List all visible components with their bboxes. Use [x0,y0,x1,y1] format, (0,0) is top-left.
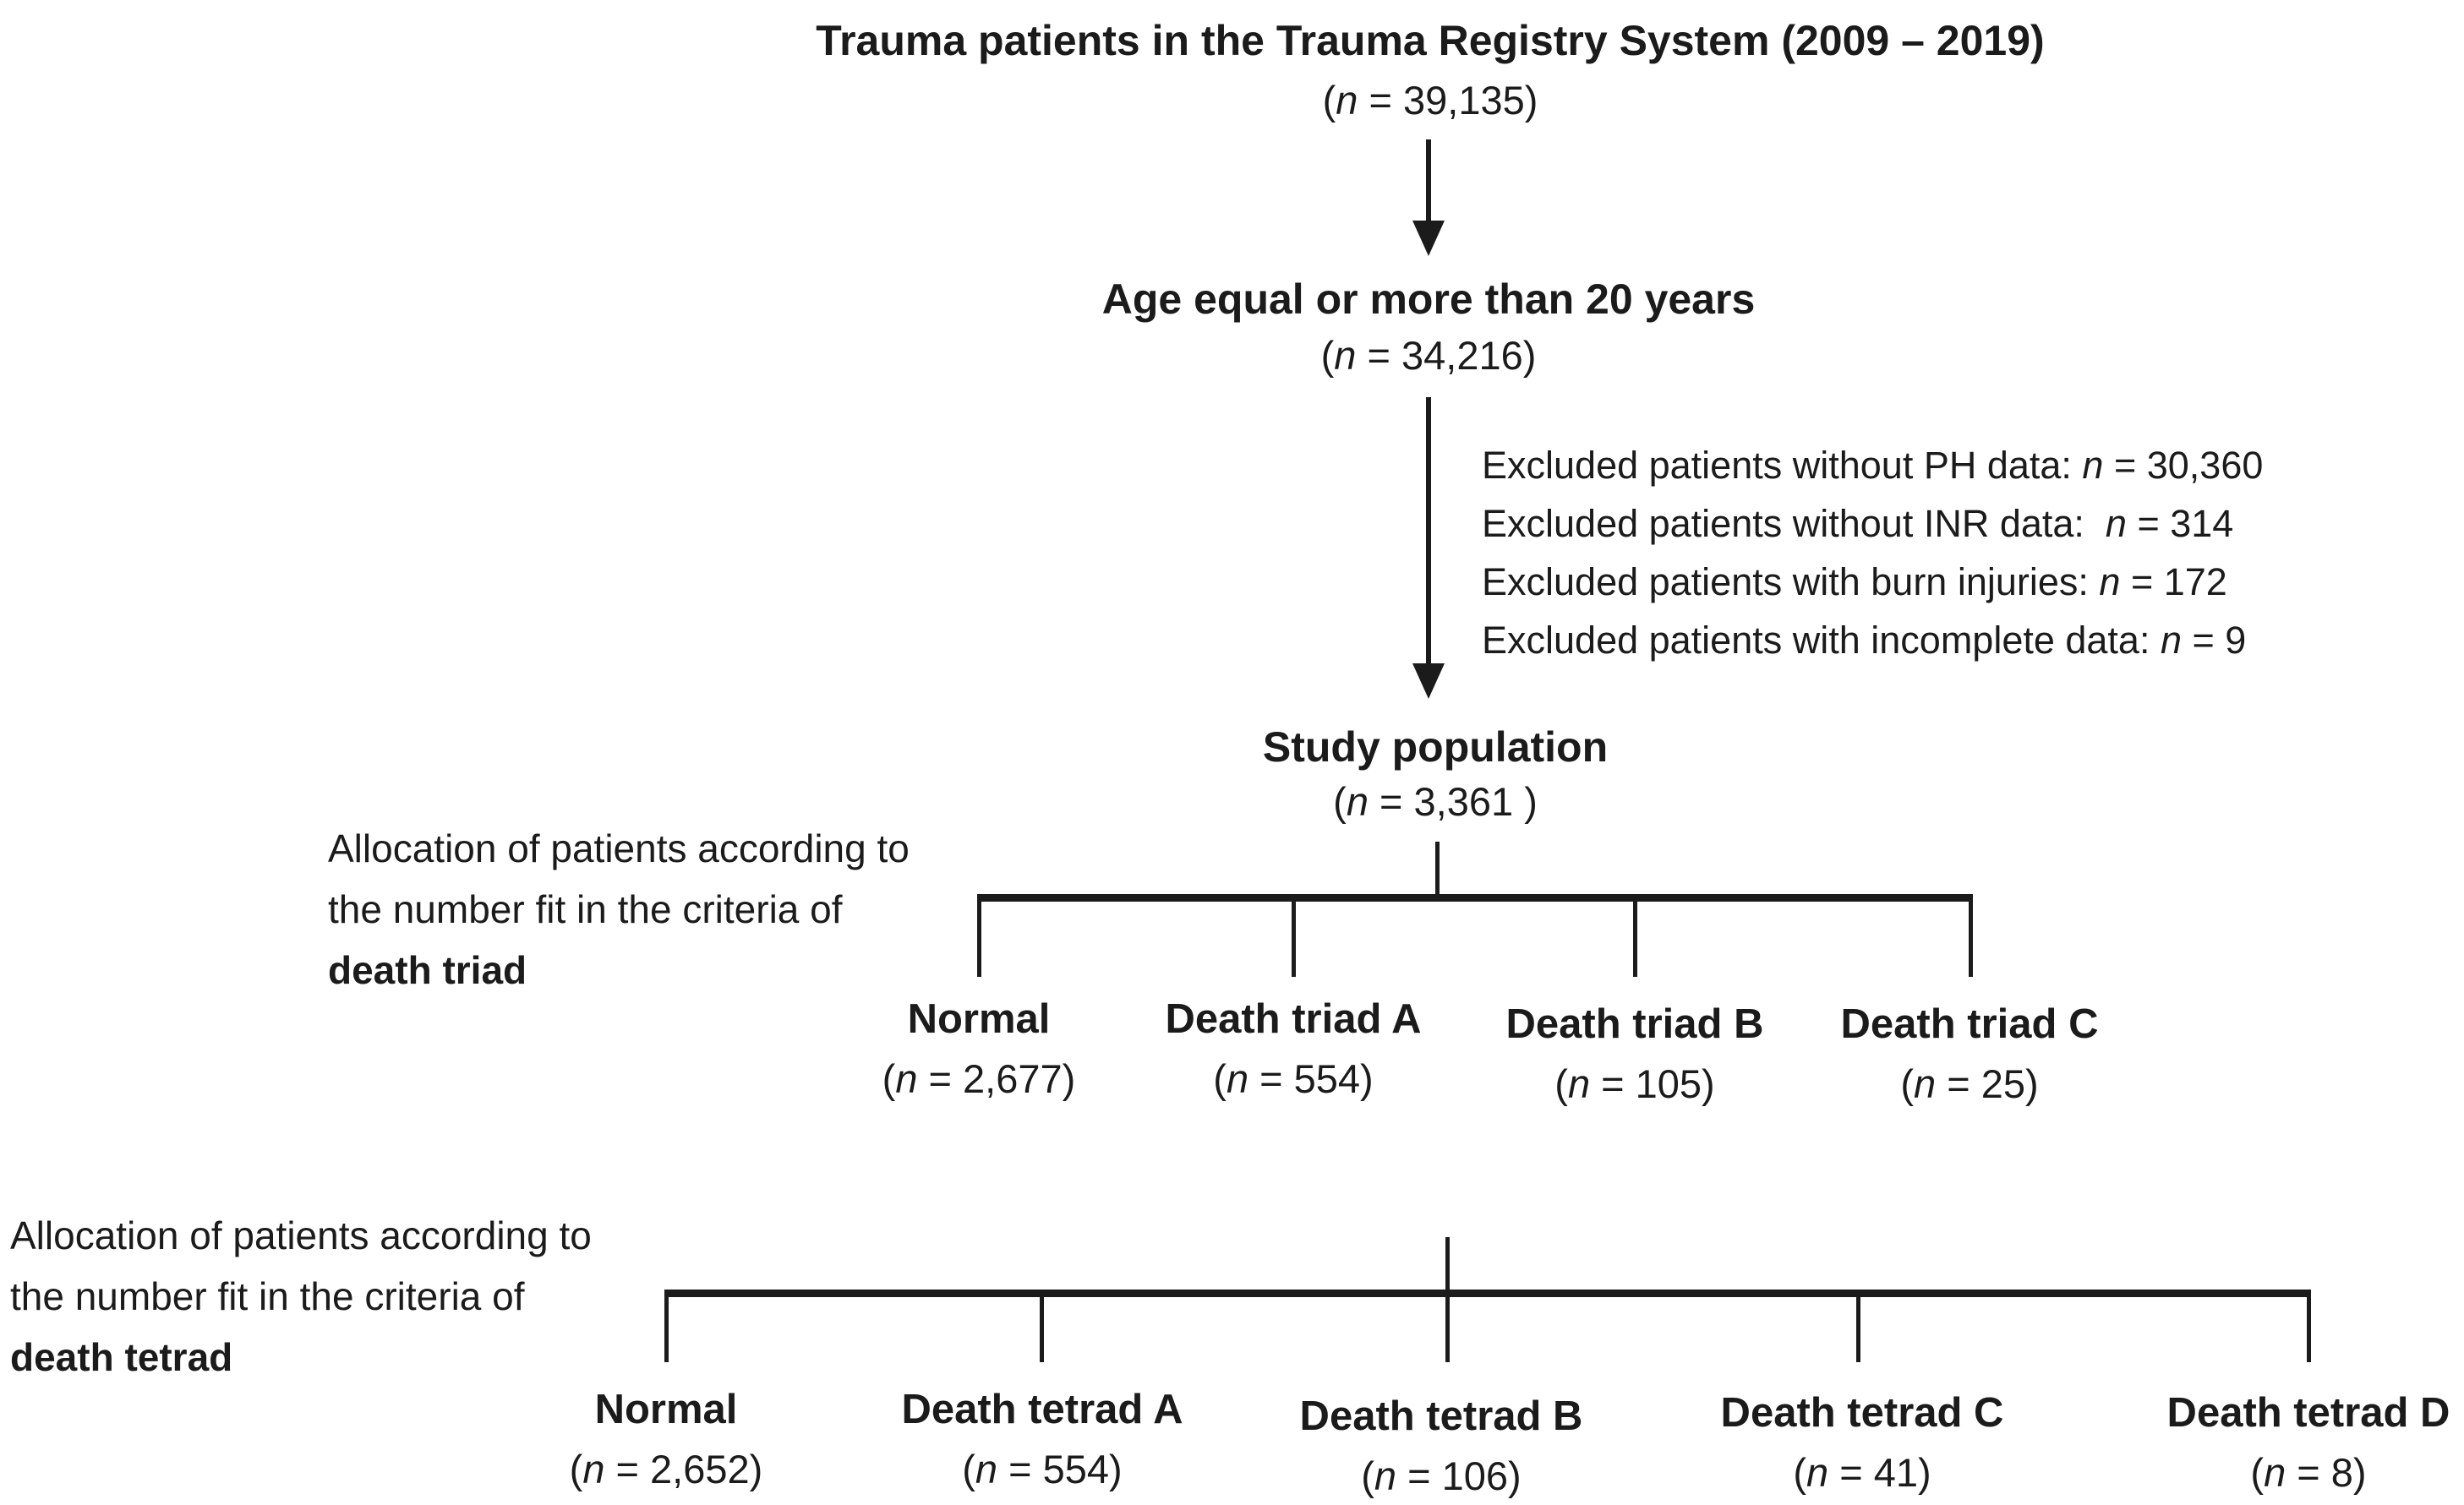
tetrad-branch-d: Death tetrad D (n = 8) [2166,1390,2450,1496]
triad-branch-a-count: (n = 554) [1213,1055,1374,1101]
tetrad-branch-normal-label: Normal [594,1387,738,1432]
triad-annotation: Allocation of patients according to the … [328,818,910,1001]
triad-annotation-line2: the number fit in the criteria of [328,887,843,931]
tetrad-branch-c-count: (n = 41) [1793,1449,1931,1495]
exclusion-item-incomplete: Excluded patients with incomplete data: … [1482,619,2247,662]
tetrad-branch-b: Death tetrad B (n = 106) [1299,1393,1583,1499]
study-node-count: (n = 3,361 ) [1333,779,1538,824]
study-node-title: Study population [1262,723,1609,771]
tetrad-drop-1 [664,1290,669,1362]
triad-drop-1 [977,894,981,977]
triad-bracket-bar [977,894,1973,902]
triad-annotation-line1: Allocation of patients according to [328,826,910,870]
registry-node-title: Trauma patients in the Trauma Registry S… [816,17,2045,64]
exclusion-item-inr: Excluded patients without INR data: n = … [1482,502,2234,545]
tetrad-drop-3 [1445,1290,1450,1362]
exclusion-list: Excluded patients without PH data: n = 3… [1482,436,2263,669]
tetrad-branch-c: Death tetrad C (n = 41) [1720,1390,2004,1496]
tetrad-annotation-line2: the number fit in the criteria of [10,1274,525,1318]
tetrad-annotation: Allocation of patients according to the … [10,1205,592,1388]
triad-drop-2 [1292,894,1296,977]
triad-branch-normal: Normal (n = 2,677) [882,996,1076,1102]
triad-stem [1435,842,1440,901]
tetrad-drop-5 [2307,1290,2311,1362]
tetrad-branch-normal-count: (n = 2,652) [569,1446,763,1491]
arrow-age-to-study [1426,397,1431,665]
triad-branch-a: Death triad A (n = 554) [1165,996,1422,1102]
triad-branch-c-label: Death triad C [1840,1001,2099,1047]
tetrad-branch-d-count: (n = 8) [2250,1449,2367,1495]
age-node-count: (n = 34,216) [1320,333,1537,378]
tetrad-branch-b-label: Death tetrad B [1299,1393,1583,1439]
arrow-registry-to-age [1426,139,1431,222]
exclusion-item-ph: Excluded patients without PH data: n = 3… [1482,444,2264,487]
triad-annotation-line3: death triad [328,948,527,992]
triad-branch-b-count: (n = 105) [1554,1061,1715,1106]
tetrad-stem [1445,1237,1450,1296]
tetrad-branch-c-label: Death tetrad C [1720,1390,2004,1436]
tetrad-branch-b-count: (n = 106) [1361,1453,1522,1498]
triad-drop-4 [1969,894,1973,977]
triad-branch-normal-count: (n = 2,677) [882,1055,1076,1101]
age-node-title: Age equal or more than 20 years [1101,275,1756,323]
exclusion-item-burn: Excluded patients with burn injuries: n … [1482,560,2227,603]
tetrad-bracket-bar [664,1290,2311,1297]
tetrad-annotation-line1: Allocation of patients according to [10,1213,592,1257]
triad-drop-3 [1633,894,1637,977]
tetrad-branch-normal: Normal (n = 2,652) [569,1387,763,1492]
triad-branch-b: Death triad B (n = 105) [1505,1001,1764,1107]
triad-branch-a-label: Death triad A [1165,996,1422,1042]
triad-branch-b-label: Death triad B [1505,1001,1764,1047]
tetrad-branch-a-count: (n = 554) [962,1446,1123,1491]
tetrad-branch-a-label: Death tetrad A [901,1387,1183,1432]
tetrad-drop-2 [1040,1290,1044,1362]
tetrad-branch-a: Death tetrad A (n = 554) [901,1387,1183,1492]
tetrad-branch-d-label: Death tetrad D [2166,1390,2450,1436]
registry-node-count: (n = 39,135) [1322,78,1538,123]
triad-branch-normal-label: Normal [907,996,1051,1042]
triad-branch-c: Death triad C (n = 25) [1840,1001,2099,1107]
tetrad-annotation-line3: death tetrad [10,1335,233,1379]
tetrad-drop-4 [1856,1290,1860,1362]
triad-branch-c-count: (n = 25) [1900,1061,2039,1106]
